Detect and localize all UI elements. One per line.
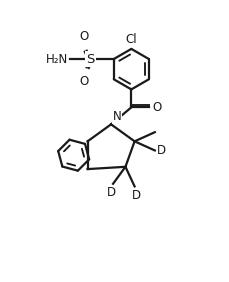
Text: O: O: [151, 101, 161, 114]
Text: O: O: [79, 75, 89, 88]
Text: D: D: [156, 144, 165, 157]
Text: D: D: [106, 186, 115, 199]
Text: O: O: [79, 30, 89, 43]
Text: N: N: [112, 110, 121, 123]
Text: Cl: Cl: [125, 33, 136, 46]
Text: D: D: [131, 189, 140, 202]
Text: S: S: [86, 52, 94, 65]
Text: H₂N: H₂N: [46, 52, 68, 65]
